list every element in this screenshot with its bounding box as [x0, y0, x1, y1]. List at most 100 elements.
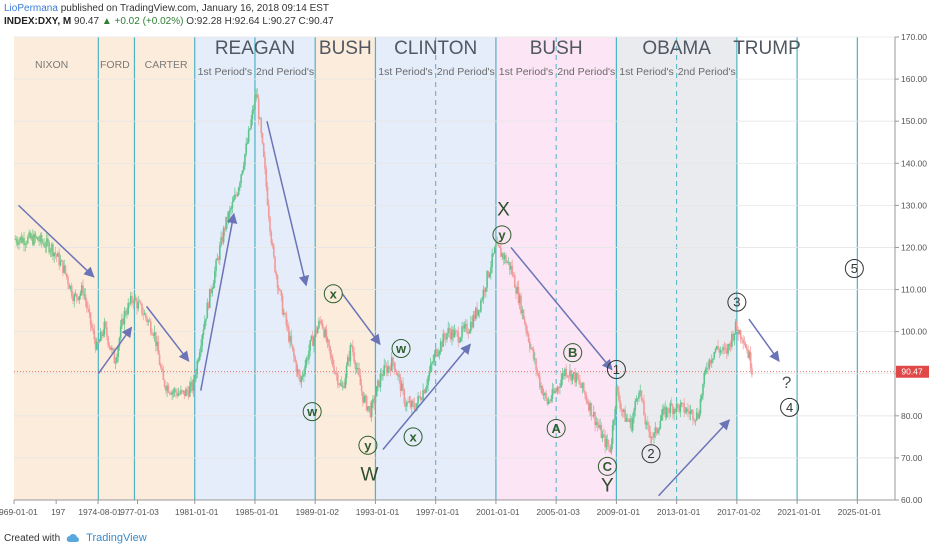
candle-body-253: [331, 357, 334, 366]
candle-body-407: [525, 323, 527, 331]
author-link[interactable]: LioPermana: [4, 3, 58, 14]
candle-body-12: [29, 232, 32, 239]
candle-body-392: [506, 262, 509, 264]
candle-body-357: [462, 326, 465, 329]
candle-body-32: [54, 252, 57, 255]
candle-body-548: [702, 384, 704, 396]
tradingview-cloud-icon: [66, 534, 80, 542]
candle-body-101: [141, 303, 143, 315]
candle-body-93: [131, 295, 133, 303]
candle-body-173: [231, 201, 234, 209]
candle-body-426: [549, 400, 551, 402]
candle-body-132: [180, 390, 182, 394]
candle-body-96: [134, 296, 137, 301]
candle-body-546: [699, 398, 702, 414]
candle-body-374: [483, 289, 486, 292]
candle-body-300: [390, 357, 393, 371]
candle-body-306: [398, 374, 401, 378]
candle-body-68: [99, 331, 102, 342]
candle-body-512: [657, 430, 659, 434]
candle-body-495: [635, 399, 638, 402]
candle-body-389: [502, 253, 505, 259]
candle-body-187: [249, 128, 251, 130]
candle-body-470: [604, 434, 606, 448]
candle-body-390: [503, 255, 506, 259]
candle-body-87: [123, 310, 126, 325]
candle-body-328: [426, 384, 428, 389]
candle-body-386: [498, 245, 501, 248]
candle-body-233: [306, 357, 309, 360]
y-tick-label-2: 80.00: [901, 411, 923, 421]
candle-body-419: [540, 386, 542, 388]
candle-body-286: [373, 398, 375, 404]
candle-body-165: [221, 237, 224, 243]
candle-body-523: [670, 403, 673, 406]
x-tick-label-9: 2001-01-01: [476, 507, 520, 517]
wave-label-9: B: [568, 345, 577, 360]
trend-arrow-0: [18, 204, 95, 278]
candle-body-493: [633, 410, 635, 419]
candle-body-541: [693, 419, 696, 421]
candle-body-123: [168, 392, 171, 394]
candle-body-69: [101, 331, 103, 336]
candle-body-55: [83, 294, 86, 296]
candle-body-578: [739, 330, 742, 339]
candle-body-569: [728, 343, 731, 345]
candle-body-138: [187, 391, 190, 397]
candle-body-511: [655, 427, 658, 434]
candle-body-266: [348, 357, 350, 362]
candle-body-537: [688, 411, 690, 414]
candle-body-334: [433, 353, 436, 362]
candle-body-105: [146, 317, 148, 322]
candle-body-397: [512, 275, 515, 276]
candle-body-178: [237, 187, 240, 196]
president-label-7: OBAMA: [642, 38, 711, 59]
candle-body-119: [163, 379, 166, 387]
wave-label-15: 4: [786, 400, 793, 415]
candle-body-542: [694, 419, 697, 421]
candle-body-324: [421, 399, 423, 401]
candle-body-10: [27, 236, 29, 244]
candle-body-402: [518, 295, 521, 304]
candle-body-158: [212, 283, 215, 289]
term-label-2: 1st Period's: [378, 66, 433, 78]
tradingview-brand[interactable]: TradingView: [86, 532, 147, 544]
candle-body-246: [323, 328, 325, 337]
candle-body-333: [432, 361, 434, 363]
candle-body-461: [593, 412, 595, 417]
candle-body-238: [313, 336, 315, 346]
candle-body-423: [545, 393, 547, 399]
president-label-1: FORD: [100, 59, 130, 71]
candle-body-344: [446, 333, 448, 340]
candle-body-41: [65, 273, 68, 278]
price-chart[interactable]: NIXON FORD CARTER REAGAN BUSH CLINTON BUSH OBAM…: [0, 30, 932, 528]
candle-body-186: [247, 129, 250, 143]
candle-body-411: [530, 348, 532, 349]
candle-body-442: [569, 370, 571, 376]
candle-body-408: [526, 330, 529, 334]
candle-body-230: [303, 374, 305, 376]
candle-body-189: [251, 110, 254, 120]
candle-body-24: [44, 246, 47, 248]
candle-body-554: [709, 359, 712, 364]
candle-body-438: [564, 368, 566, 377]
candle-body-478: [614, 408, 616, 420]
wave-label-4: w: [395, 341, 407, 356]
candle-body-471: [605, 438, 608, 448]
term-label-1: 2nd Period's: [256, 66, 314, 78]
candle-body-307: [399, 377, 402, 391]
candle-body-15: [33, 233, 35, 245]
price-change: ▲ +0.02 (+0.02%): [101, 16, 184, 27]
candle-body-222: [293, 349, 295, 357]
candle-body-228: [300, 376, 303, 383]
candle-body-259: [339, 382, 342, 385]
candle-body-60: [89, 312, 92, 325]
candle-body-505: [648, 424, 650, 432]
candle-body-71: [103, 321, 106, 335]
candle-body-279: [364, 396, 367, 397]
candle-body-76: [109, 346, 112, 350]
candle-body-383: [495, 243, 497, 248]
candle-body-460: [591, 415, 594, 417]
candle-body-159: [213, 271, 216, 284]
candle-body-368: [476, 307, 478, 316]
